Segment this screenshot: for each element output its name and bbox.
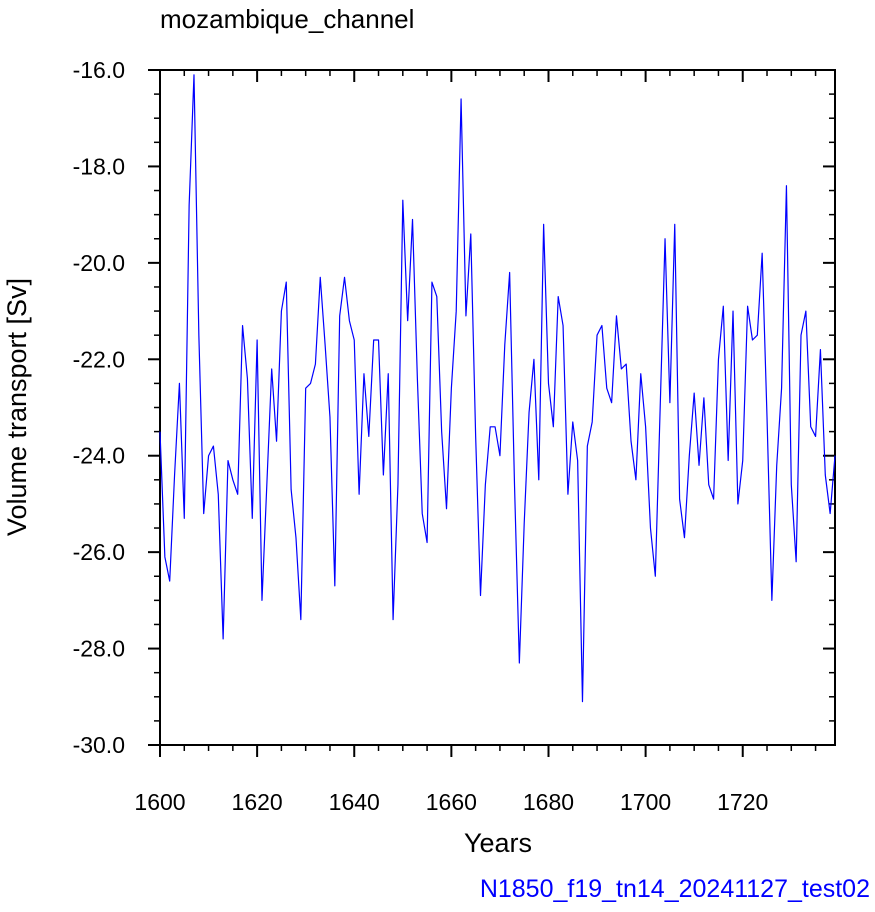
x-tick-label: 1660 xyxy=(426,789,477,815)
plot-area xyxy=(148,69,836,757)
y-tick-label: -30.0 xyxy=(73,732,125,758)
plot-frame xyxy=(159,69,836,746)
chart-title: mozambique_channel xyxy=(160,4,414,34)
x-tick-label: 1620 xyxy=(232,789,283,815)
major-ticks xyxy=(148,69,835,757)
y-tick-label: -22.0 xyxy=(73,346,125,372)
y-tick-label: -28.0 xyxy=(73,636,125,662)
x-tick-label: 1640 xyxy=(329,789,380,815)
y-tick-label: -18.0 xyxy=(73,153,125,179)
y-tick-label: -26.0 xyxy=(73,539,125,565)
x-axis-label: Years xyxy=(464,828,532,858)
y-tick-labels: -30.0 -28.0 -26.0 -24.0 -22.0 -20.0 -18.0 -16.0 xyxy=(73,57,125,758)
minor-ticks xyxy=(154,70,835,751)
x-tick-labels: 1600 1620 1640 1660 1680 1700 1720 xyxy=(134,789,768,815)
x-tick-label: 1700 xyxy=(620,789,671,815)
x-tick-label: 1600 xyxy=(134,789,185,815)
x-tick-label: 1720 xyxy=(717,789,768,815)
x-tick-label: 1680 xyxy=(523,789,574,815)
y-tick-label: -24.0 xyxy=(73,443,125,469)
series-line xyxy=(159,74,836,703)
y-tick-label: -16.0 xyxy=(73,57,125,83)
case-name-footer: N1850_f19_tn14_20241127_test02 xyxy=(480,875,870,903)
y-axis-label: Volume transport [Sv] xyxy=(2,278,32,536)
y-tick-label: -20.0 xyxy=(73,250,125,276)
